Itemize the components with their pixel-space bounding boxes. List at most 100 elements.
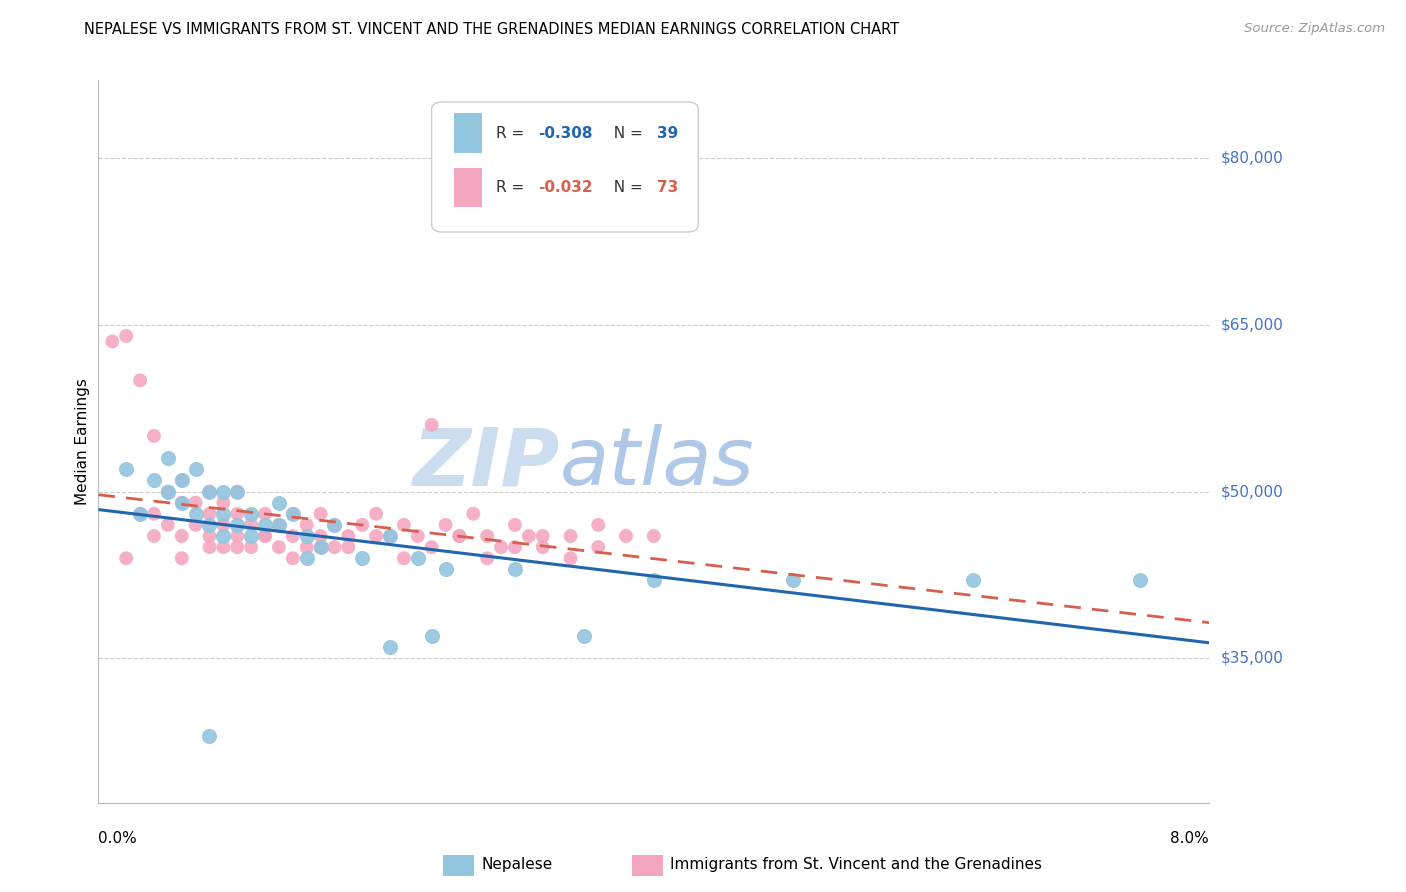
Point — [503, 517, 526, 532]
Text: N =: N = — [603, 180, 647, 195]
Text: NEPALESE VS IMMIGRANTS FROM ST. VINCENT AND THE GRENADINES MEDIAN EARNINGS CORRE: NEPALESE VS IMMIGRANTS FROM ST. VINCENT … — [84, 22, 900, 37]
Point — [366, 529, 388, 543]
Point — [962, 574, 984, 588]
Point — [156, 451, 179, 466]
Point — [295, 551, 318, 566]
Point — [212, 529, 235, 543]
Text: $80,000: $80,000 — [1220, 151, 1284, 166]
Point — [420, 417, 443, 432]
Point — [129, 373, 152, 387]
FancyBboxPatch shape — [454, 113, 482, 153]
Point — [323, 517, 346, 532]
Text: 0.0%: 0.0% — [98, 830, 138, 846]
Point — [198, 729, 221, 743]
Point — [295, 529, 318, 543]
FancyBboxPatch shape — [454, 168, 482, 208]
Point — [352, 517, 374, 532]
FancyBboxPatch shape — [443, 855, 474, 877]
Point — [588, 517, 610, 532]
Point — [115, 462, 138, 476]
Point — [212, 540, 235, 554]
Text: R =: R = — [496, 126, 529, 141]
Point — [184, 517, 207, 532]
Point — [240, 540, 263, 554]
Point — [281, 551, 304, 566]
Point — [420, 629, 443, 643]
Point — [449, 529, 471, 543]
Text: $65,000: $65,000 — [1220, 318, 1284, 333]
Point — [143, 529, 166, 543]
Point — [295, 540, 318, 554]
Point — [392, 551, 415, 566]
Point — [281, 507, 304, 521]
Point — [309, 507, 332, 521]
Point — [198, 507, 221, 521]
Point — [378, 529, 401, 543]
Point — [643, 574, 665, 588]
Point — [212, 517, 235, 532]
FancyBboxPatch shape — [631, 855, 662, 877]
Point — [253, 517, 276, 532]
Point — [170, 529, 193, 543]
Point — [253, 507, 276, 521]
Point — [406, 529, 429, 543]
Point — [198, 540, 221, 554]
Text: Nepalese: Nepalese — [482, 857, 553, 872]
Point — [170, 496, 193, 510]
Point — [212, 507, 235, 521]
Point — [503, 562, 526, 576]
Text: Source: ZipAtlas.com: Source: ZipAtlas.com — [1244, 22, 1385, 36]
Point — [489, 540, 512, 554]
Point — [281, 507, 304, 521]
Point — [212, 496, 235, 510]
Point — [226, 507, 249, 521]
Point — [434, 562, 457, 576]
Point — [337, 529, 360, 543]
Point — [366, 507, 388, 521]
Point — [267, 517, 290, 532]
Point — [226, 484, 249, 499]
Point — [198, 517, 221, 532]
Point — [392, 517, 415, 532]
Point — [782, 574, 804, 588]
Point — [240, 517, 263, 532]
Text: $35,000: $35,000 — [1220, 651, 1284, 665]
Point — [531, 529, 554, 543]
Point — [517, 529, 540, 543]
Y-axis label: Median Earnings: Median Earnings — [75, 378, 90, 505]
Text: atlas: atlas — [560, 425, 754, 502]
Point — [226, 517, 249, 532]
Point — [309, 529, 332, 543]
Point — [560, 551, 582, 566]
Point — [253, 529, 276, 543]
Point — [226, 540, 249, 554]
Point — [475, 551, 499, 566]
Point — [614, 529, 637, 543]
Point — [184, 462, 207, 476]
FancyBboxPatch shape — [432, 102, 699, 232]
Text: 73: 73 — [657, 180, 678, 195]
Point — [156, 517, 179, 532]
Point — [643, 529, 665, 543]
Point — [267, 540, 290, 554]
Point — [1129, 574, 1152, 588]
Point — [129, 507, 152, 521]
Point — [337, 540, 360, 554]
Point — [170, 551, 193, 566]
Point — [101, 334, 124, 349]
Point — [129, 507, 152, 521]
Point — [378, 529, 401, 543]
Point — [267, 496, 290, 510]
Text: -0.308: -0.308 — [538, 126, 593, 141]
Text: -0.032: -0.032 — [538, 180, 593, 195]
Point — [503, 540, 526, 554]
Text: R =: R = — [496, 180, 529, 195]
Point — [170, 474, 193, 488]
Point — [198, 484, 221, 499]
Point — [449, 529, 471, 543]
Point — [253, 529, 276, 543]
Point — [156, 484, 179, 499]
Point — [434, 517, 457, 532]
Text: 39: 39 — [657, 126, 678, 141]
Point — [560, 529, 582, 543]
